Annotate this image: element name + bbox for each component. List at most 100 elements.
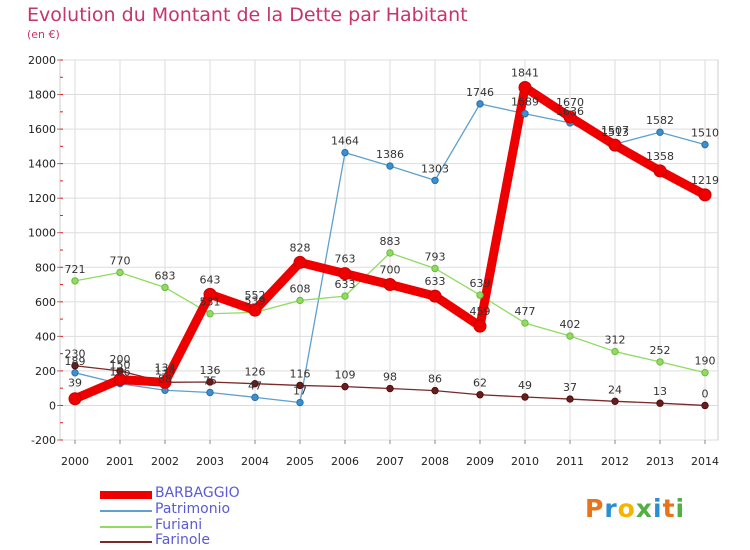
data-label-furiani: 539 [245, 294, 266, 307]
data-label-furiani: 633 [335, 278, 356, 291]
legend-swatch-furiani [100, 526, 152, 528]
y-tick-label: 800 [35, 261, 56, 274]
point-barbaggio [563, 110, 577, 124]
point-furiani [341, 292, 349, 300]
y-tick-label: 1400 [28, 158, 56, 171]
data-label-barbaggio: 633 [425, 275, 446, 288]
point-barbaggio [383, 278, 397, 292]
point-furiani [701, 368, 709, 377]
data-label-patrimonio: 1746 [466, 86, 494, 99]
data-label-furiani: 639 [470, 277, 491, 290]
data-label-furiani: 402 [560, 318, 581, 331]
x-tick-label: 2000 [61, 455, 89, 468]
data-label-patrimonio: 189 [65, 355, 86, 368]
legend-swatch-farinole [100, 541, 152, 543]
point-barbaggio [158, 375, 172, 389]
x-tick-label: 2002 [151, 455, 179, 468]
data-label-patrimonio: 88 [158, 372, 172, 385]
point-furiani [386, 249, 394, 257]
data-label-furiani: 608 [290, 282, 311, 295]
data-label-farinole: 98 [383, 371, 397, 384]
point-farinole [251, 379, 259, 388]
data-label-barbaggio: 1670 [556, 96, 584, 109]
x-tick-label: 2009 [466, 455, 494, 468]
point-farinole [701, 401, 709, 410]
point-furiani [296, 296, 304, 305]
point-barbaggio [203, 287, 217, 301]
point-furiani [476, 291, 484, 299]
point-farinole [386, 384, 394, 393]
data-label-patrimonio: 1636 [556, 105, 584, 118]
data-label-barbaggio: 459 [470, 305, 491, 318]
x-tick-label: 2001 [106, 455, 134, 468]
legend-swatch-patrimonio [100, 510, 152, 512]
data-label-patrimonio: 1689 [511, 96, 539, 109]
point-farinole [521, 393, 529, 401]
x-tick-label: 2004 [241, 455, 269, 468]
point-farinole [296, 381, 304, 390]
chart-subtitle: (en €) [27, 28, 60, 41]
data-label-furiani: 477 [515, 305, 536, 318]
data-label-patrimonio: 1303 [421, 162, 449, 175]
point-barbaggio [338, 267, 352, 281]
point-farinole [611, 397, 619, 406]
y-tick-label: 0 [49, 399, 56, 412]
data-label-patrimonio: 1510 [691, 127, 719, 140]
data-label-farinole: 230 [65, 348, 86, 361]
y-tick-label: 600 [35, 296, 56, 309]
point-farinole [476, 391, 484, 399]
x-tick-label: 2013 [646, 455, 674, 468]
point-patrimonio [386, 162, 394, 170]
data-label-farinole: 49 [518, 379, 532, 392]
data-label-furiani: 770 [110, 254, 131, 267]
data-label-barbaggio: 1358 [646, 150, 674, 163]
legend-label-farinole: Farinole [155, 532, 210, 548]
point-furiani [116, 268, 124, 277]
data-label-patrimonio: 47 [248, 379, 262, 392]
data-label-farinole: 134 [155, 364, 176, 377]
y-tick-label: 1000 [28, 227, 56, 240]
x-tick-label: 2011 [556, 455, 584, 468]
data-label-farinole: 24 [608, 383, 622, 396]
data-label-barbaggio: 643 [200, 273, 221, 286]
point-barbaggio [698, 188, 712, 202]
data-label-patrimonio: 1513 [601, 126, 629, 139]
point-farinole [431, 386, 439, 395]
data-label-furiani: 531 [200, 296, 221, 309]
data-label-barbaggio: 150 [110, 359, 131, 372]
point-patrimonio [251, 393, 259, 402]
point-patrimonio [341, 148, 349, 157]
point-farinole [566, 395, 574, 403]
point-barbaggio [608, 138, 622, 152]
data-label-furiani: 883 [380, 235, 401, 248]
legend-label-barbaggio: BARBAGGIO [155, 485, 240, 501]
point-furiani [611, 347, 619, 356]
point-barbaggio [473, 319, 487, 333]
data-label-farinole: 86 [428, 373, 442, 386]
data-label-barbaggio: 1219 [691, 174, 719, 187]
data-label-patrimonio: 1582 [646, 114, 674, 127]
data-label-patrimonio: 126 [110, 366, 131, 379]
x-tick-label: 2010 [511, 455, 539, 468]
point-furiani [71, 277, 79, 285]
point-farinole [71, 362, 79, 370]
data-label-farinole: 116 [290, 367, 311, 380]
data-label-barbaggio: 700 [380, 264, 401, 277]
point-patrimonio [656, 128, 664, 136]
point-barbaggio [428, 289, 442, 303]
legend-swatch-barbaggio [100, 491, 152, 499]
point-furiani [656, 358, 664, 366]
data-label-farinole: 13 [653, 385, 667, 398]
x-tick-label: 2003 [196, 455, 224, 468]
legend-label-furiani: Furiani [155, 517, 203, 533]
point-furiani [566, 332, 574, 340]
point-furiani [431, 264, 439, 273]
data-label-barbaggio: 1507 [601, 124, 629, 137]
point-barbaggio [518, 80, 532, 94]
data-label-patrimonio: 75 [203, 375, 217, 388]
chart-title: Evolution du Montant de la Dette par Hab… [27, 4, 468, 26]
y-tick-label: 400 [35, 330, 56, 343]
data-label-furiani: 721 [65, 263, 86, 276]
data-label-patrimonio: 17 [293, 385, 307, 398]
data-label-barbaggio: 828 [290, 241, 311, 254]
